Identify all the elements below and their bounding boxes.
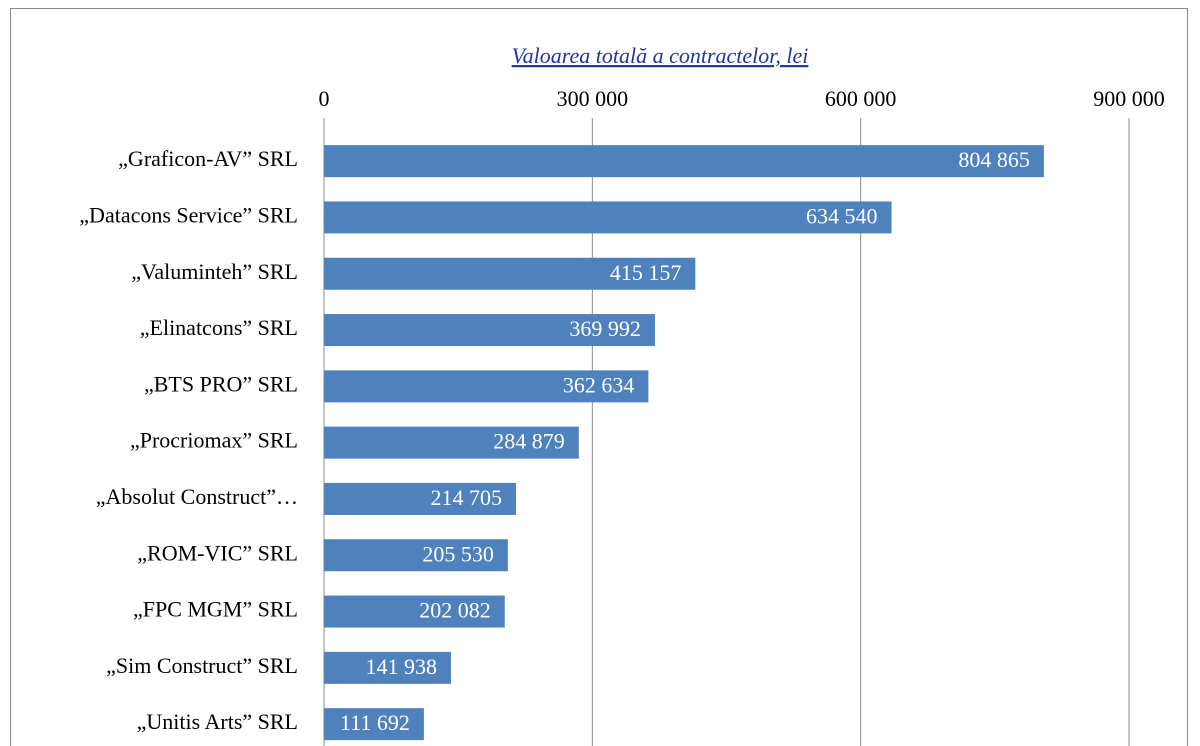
bar — [324, 595, 505, 628]
bar — [324, 482, 517, 515]
x-tick-label: 300 000 — [557, 86, 629, 111]
data-label: 202 082 — [419, 598, 491, 623]
y-tick-label: „Unitis Arts” SRL — [137, 709, 298, 734]
bar — [324, 145, 1044, 178]
data-label: 111 692 — [340, 710, 410, 735]
y-tick-label: „Graficon-AV” SRL — [118, 146, 298, 171]
bar — [324, 370, 649, 403]
data-label: 362 634 — [563, 372, 635, 397]
y-tick-label: „Absolut Construct”… — [96, 484, 298, 509]
y-tick-label: „ROM-VIC” SRL — [137, 540, 298, 565]
data-label: 369 992 — [569, 316, 641, 341]
data-label: 804 865 — [958, 147, 1030, 172]
bar — [324, 314, 655, 347]
y-tick-label: „Sim Construct” SRL — [106, 653, 298, 678]
data-label: 634 540 — [806, 203, 878, 228]
y-tick-label: „BTS PRO” SRL — [144, 371, 298, 396]
bar — [324, 539, 508, 572]
y-tick-label: „Elinatcons” SRL — [140, 315, 298, 340]
bar — [324, 426, 579, 459]
x-tick-label: 0 — [319, 86, 330, 111]
y-tick-label: „Procriomax” SRL — [130, 428, 298, 453]
data-label: 205 530 — [422, 541, 494, 566]
data-label: 141 938 — [365, 654, 437, 679]
bar — [324, 201, 892, 234]
bar — [324, 708, 424, 741]
y-tick-label: „Datacons Service” SRL — [79, 202, 298, 227]
data-label: 284 879 — [493, 429, 565, 454]
bar — [324, 257, 696, 290]
data-label: 415 157 — [610, 260, 682, 285]
data-label: 214 705 — [431, 485, 503, 510]
chart-title: Valoarea totală a contractelor, lei — [512, 43, 809, 68]
y-tick-label: „FPC MGM” SRL — [133, 597, 298, 622]
bar — [324, 651, 451, 684]
x-tick-label: 900 000 — [1093, 86, 1165, 111]
y-tick-label: „Valuminteh” SRL — [131, 259, 298, 284]
x-tick-label: 600 000 — [825, 86, 897, 111]
